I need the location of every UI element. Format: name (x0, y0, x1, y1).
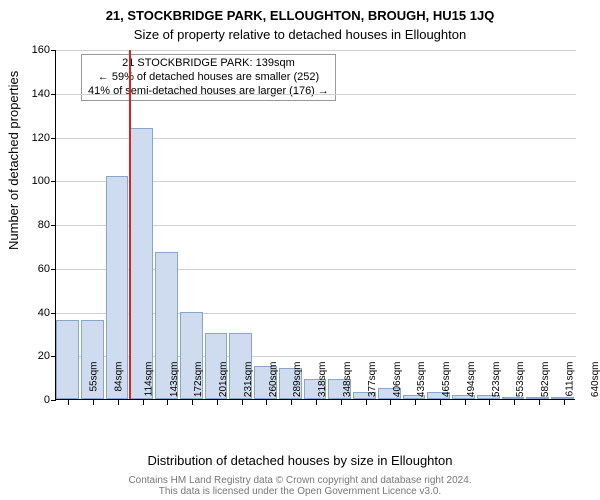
footer-line2: This data is licensed under the Open Gov… (0, 486, 600, 497)
x-tick-mark (489, 400, 490, 405)
y-tick-mark (51, 181, 56, 182)
x-tick-mark (539, 400, 540, 405)
gridline (56, 50, 576, 51)
x-tick-label: 318sqm (317, 362, 328, 398)
y-axis-label: Number of detached properties (6, 71, 21, 250)
x-tick-mark (390, 400, 391, 405)
y-tick-mark (51, 400, 56, 401)
chart-footer: Contains HM Land Registry data © Crown c… (0, 475, 600, 497)
y-tick-label: 60 (28, 263, 50, 275)
y-tick-label: 120 (28, 132, 50, 144)
x-tick-mark (68, 400, 69, 405)
histogram-bar (551, 397, 574, 399)
chart-plot-area: 21 STOCKBRIDGE PARK: 139sqm ← 59% of det… (55, 50, 575, 400)
y-tick-label: 80 (28, 219, 50, 231)
gridline (56, 94, 576, 95)
x-tick-mark (266, 400, 267, 405)
x-tick-mark (118, 400, 119, 405)
x-tick-mark (366, 400, 367, 405)
y-tick-mark (51, 313, 56, 314)
x-tick-label: 523sqm (491, 362, 502, 398)
histogram-bar (130, 128, 153, 399)
x-tick-mark (242, 400, 243, 405)
x-axis-label: Distribution of detached houses by size … (0, 453, 600, 468)
x-tick-mark (143, 400, 144, 405)
histogram-bar (56, 320, 79, 399)
y-tick-label: 40 (28, 307, 50, 319)
annotation-line2: ← 59% of detached houses are smaller (25… (88, 71, 329, 85)
y-tick-mark (51, 94, 56, 95)
x-tick-label: 348sqm (342, 362, 353, 398)
x-tick-mark (415, 400, 416, 405)
chart-title: 21, STOCKBRIDGE PARK, ELLOUGHTON, BROUGH… (0, 8, 600, 23)
x-tick-label: 84sqm (114, 362, 125, 392)
footer-line1: Contains HM Land Registry data © Crown c… (0, 475, 600, 486)
x-tick-mark (217, 400, 218, 405)
y-tick-mark (51, 269, 56, 270)
y-tick-mark (51, 225, 56, 226)
chart-subtitle: Size of property relative to detached ho… (0, 27, 600, 42)
y-tick-label: 0 (28, 394, 50, 406)
x-tick-label: 611sqm (564, 362, 575, 397)
x-tick-label: 143sqm (169, 362, 180, 398)
x-tick-label: 172sqm (194, 362, 205, 398)
x-tick-label: 114sqm (143, 362, 154, 397)
y-tick-label: 100 (28, 175, 50, 187)
x-tick-mark (291, 400, 292, 405)
x-tick-mark (93, 400, 94, 405)
x-tick-label: 553sqm (515, 362, 526, 398)
x-tick-mark (564, 400, 565, 405)
y-tick-label: 160 (28, 44, 50, 56)
annotation-line3: 41% of semi-detached houses are larger (… (88, 85, 329, 99)
x-tick-mark (167, 400, 168, 405)
x-tick-label: 55sqm (89, 362, 100, 392)
x-tick-label: 435sqm (416, 362, 427, 398)
x-tick-mark (514, 400, 515, 405)
y-tick-label: 20 (28, 350, 50, 362)
histogram-bar (526, 397, 549, 399)
x-tick-label: 640sqm (590, 362, 600, 398)
x-tick-label: 406sqm (392, 362, 403, 398)
x-tick-mark (440, 400, 441, 405)
y-tick-mark (51, 138, 56, 139)
x-tick-label: 582sqm (540, 362, 551, 398)
histogram-bar (502, 397, 525, 399)
annotation-line1: 21 STOCKBRIDGE PARK: 139sqm (88, 57, 329, 71)
x-tick-label: 201sqm (218, 362, 229, 398)
x-tick-label: 377sqm (367, 362, 378, 398)
y-tick-label: 140 (28, 88, 50, 100)
x-tick-label: 260sqm (268, 362, 279, 398)
y-tick-mark (51, 50, 56, 51)
x-tick-mark (192, 400, 193, 405)
x-tick-label: 465sqm (441, 362, 452, 398)
x-tick-mark (465, 400, 466, 405)
x-tick-mark (341, 400, 342, 405)
x-tick-mark (316, 400, 317, 405)
x-tick-label: 289sqm (293, 362, 304, 398)
x-tick-label: 494sqm (466, 362, 477, 398)
x-tick-label: 231sqm (243, 362, 254, 398)
property-marker-line (129, 50, 131, 399)
